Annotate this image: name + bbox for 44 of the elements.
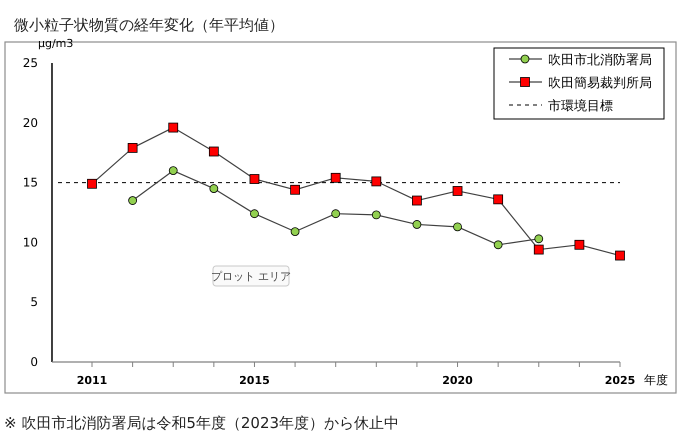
point	[290, 184, 300, 195]
point	[412, 196, 422, 206]
point	[371, 176, 382, 186]
point	[534, 244, 544, 254]
annotation: プロット エリア	[210, 270, 292, 283]
x-tick-label: 2020	[442, 374, 474, 387]
point	[330, 172, 341, 183]
chart-title: 微小粒子状物質の経年変化（年平均値）	[14, 16, 284, 34]
point	[290, 227, 300, 236]
legend-label: 吹田簡易裁判所局	[548, 76, 652, 91]
point	[128, 196, 138, 205]
x-tick-label: 2011	[76, 374, 108, 387]
point	[209, 184, 218, 193]
tooltip: プロット エリア	[210, 266, 292, 286]
y-axis-title: μg/m3	[38, 37, 74, 50]
point	[168, 166, 178, 176]
point	[574, 240, 584, 250]
point	[452, 186, 462, 196]
y-tick-label: 5	[30, 295, 38, 310]
point	[372, 210, 381, 220]
legend-label: 吹田市北消防署局	[548, 53, 652, 68]
x-tick-label: 2015	[239, 374, 270, 387]
legend-label: 市環境目標	[548, 98, 613, 114]
point	[250, 209, 259, 218]
y-tick-label: 20	[22, 116, 38, 130]
point	[534, 234, 544, 244]
point	[494, 240, 503, 250]
x-tick-label: 2025	[604, 374, 636, 387]
point	[250, 174, 260, 184]
point	[331, 209, 340, 218]
x-axis-title: 年度	[644, 373, 668, 387]
point	[128, 143, 138, 153]
point	[208, 146, 219, 156]
y-tick-label: 10	[22, 235, 38, 250]
point	[168, 122, 178, 132]
y-tick-label: 0	[30, 355, 38, 369]
point	[453, 222, 462, 232]
y-tick-label: 25	[22, 56, 38, 70]
y-tick-label: 15	[22, 176, 38, 190]
point	[493, 194, 504, 204]
text: ※ 吹田市北消防署局は令和5年度（2023年度）から休止中	[4, 414, 400, 432]
point	[412, 220, 422, 229]
point	[615, 250, 625, 260]
point	[87, 178, 97, 189]
